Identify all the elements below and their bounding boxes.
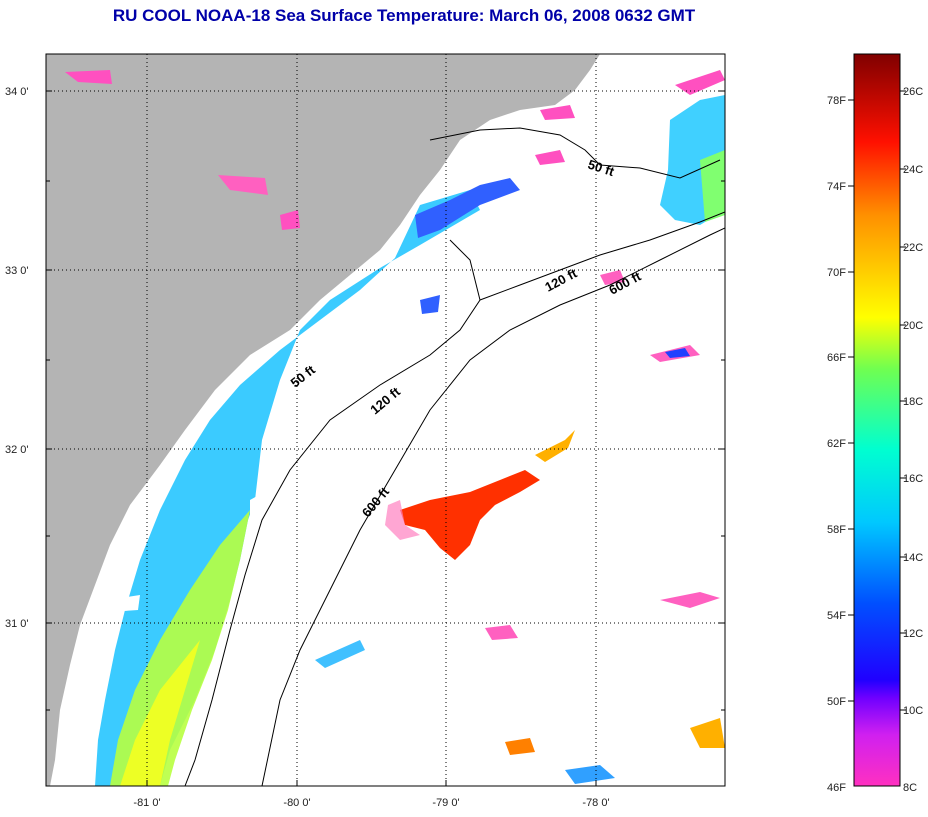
colorbar-f-label: 66F bbox=[827, 352, 846, 364]
sst-patch bbox=[315, 640, 365, 668]
lon-label-81: -81 0' bbox=[133, 797, 160, 809]
map-title: RU COOL NOAA-18 Sea Surface Temperature:… bbox=[112, 6, 696, 25]
sst-patch bbox=[665, 348, 690, 358]
lon-label-79: -79 0' bbox=[432, 797, 459, 809]
colorbar-c-label: 12C bbox=[903, 628, 923, 640]
map-frame bbox=[45, 53, 726, 787]
lon-label-78: -78 0' bbox=[582, 797, 609, 809]
colorbar-f-label: 74F bbox=[827, 181, 846, 193]
colorbar-c-label: 16C bbox=[903, 473, 923, 485]
sst-patch bbox=[690, 718, 725, 748]
sst-patch bbox=[218, 175, 268, 195]
sst-yellow-patch bbox=[120, 640, 200, 786]
sst-patch bbox=[65, 70, 112, 84]
cloud-gap bbox=[108, 595, 140, 612]
colorbar-ticks bbox=[848, 90, 906, 711]
colorbar-c-label: 24C bbox=[903, 164, 923, 176]
colorbar-f-label: 46F bbox=[827, 782, 846, 794]
colorbar-f-label: 50F bbox=[827, 696, 846, 708]
colorbar-f-label: 70F bbox=[827, 267, 846, 279]
axis-ticks bbox=[46, 90, 725, 786]
colorbar-c-label: 26C bbox=[903, 86, 923, 98]
colorbar-c-label: 8C bbox=[903, 782, 917, 794]
colorbar-c-label: 20C bbox=[903, 320, 923, 332]
cloud-gap bbox=[250, 490, 268, 518]
colorbar-c-label: 10C bbox=[903, 705, 923, 717]
colorbar-f-label: 62F bbox=[827, 438, 846, 450]
sst-patch bbox=[660, 592, 720, 608]
sst-patch bbox=[505, 738, 535, 755]
colorbar-f-label: 54F bbox=[827, 610, 846, 622]
isobath-lines bbox=[184, 127, 725, 786]
sst-warm-shelf bbox=[110, 510, 250, 786]
sst-patch bbox=[540, 105, 575, 120]
colorbar-c-label: 14C bbox=[903, 552, 923, 564]
sst-patch bbox=[565, 765, 615, 784]
sst-ne-patch-green bbox=[700, 150, 725, 222]
sst-patch bbox=[420, 295, 440, 314]
colorbar-c-label: 18C bbox=[903, 396, 923, 408]
sst-patch bbox=[600, 270, 625, 285]
sst-streak bbox=[535, 430, 575, 462]
sst-eddy-edge bbox=[385, 500, 420, 540]
sst-patch bbox=[485, 625, 518, 640]
colorbar-f-label: 58F bbox=[827, 524, 846, 536]
sst-patch bbox=[280, 210, 300, 230]
lat-label-33: 33 0' bbox=[5, 265, 29, 277]
colorbar bbox=[853, 53, 901, 787]
sst-warm-eddy bbox=[400, 470, 540, 560]
colorbar-c-label: 22C bbox=[903, 242, 923, 254]
colorbar-f-label: 78F bbox=[827, 95, 846, 107]
land-mass bbox=[46, 54, 600, 786]
lat-label-32: 32 0' bbox=[5, 444, 29, 456]
sst-patch bbox=[535, 150, 565, 165]
lat-label-34: 34 0' bbox=[5, 86, 29, 98]
lon-label-80: -80 0' bbox=[283, 797, 310, 809]
sst-patch bbox=[675, 70, 725, 95]
sst-northern-patch bbox=[415, 178, 520, 238]
lat-label-31: 31 0' bbox=[5, 618, 29, 630]
